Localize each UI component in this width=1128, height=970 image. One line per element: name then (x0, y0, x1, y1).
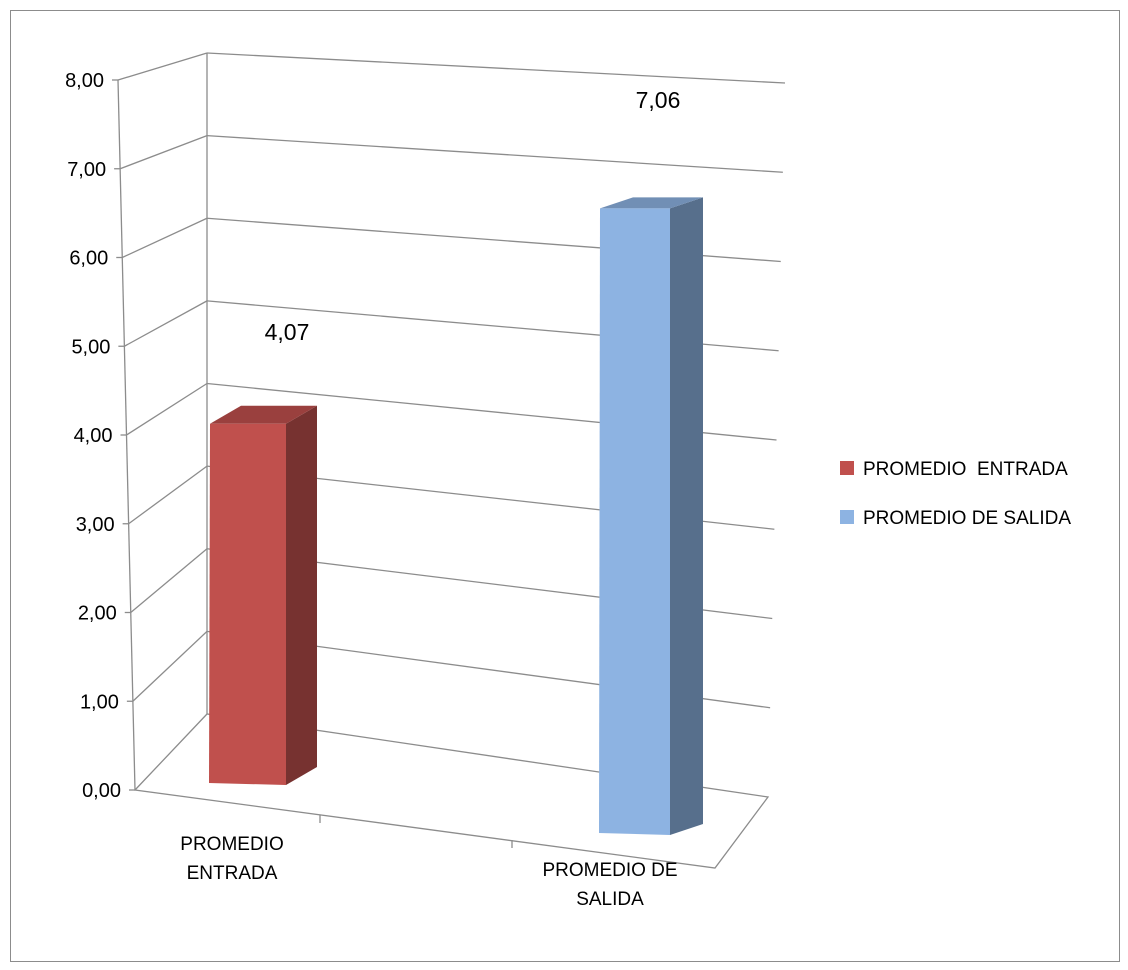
x-axis-category-labels: PROMEDIO ENTRADA PROMEDIO DE SALIDA (180, 834, 677, 910)
legend-label: PROMEDIO ENTRADA (863, 459, 1068, 480)
gridline-left-wall (126, 382, 208, 436)
gridline-left-wall (128, 465, 208, 525)
y-axis-line (117, 79, 136, 791)
gridline-left-wall (117, 52, 208, 81)
gridline-back-wall (206, 134, 783, 173)
y-axis-tick-label: 2,00 (78, 603, 117, 625)
y-axis-tick-label: 1,00 (80, 691, 119, 713)
legend-swatch (840, 510, 854, 524)
bar-side (286, 405, 317, 785)
bar-promedio-entrada (209, 405, 317, 785)
y-axis-tick-label: 8,00 (65, 70, 104, 92)
legend-label: PROMEDIO DE SALIDA (863, 508, 1071, 529)
gridline-left-wall (124, 300, 208, 347)
y-axis-tick-label: 4,00 (74, 425, 113, 447)
bar-front (599, 208, 670, 836)
y-axis-tick-labels: 0,00 1,00 2,00 3,00 4,00 5,00 6,00 7,00 8,00 (65, 70, 121, 802)
gridline-left-wall (132, 630, 208, 702)
y-axis-tick-label: 7,00 (67, 159, 106, 181)
bars (209, 197, 703, 836)
chart-area (10, 10, 1120, 962)
bar-top (210, 405, 317, 424)
bar-promedio-de-salida (599, 197, 703, 836)
y-axis-tick-label: 3,00 (76, 514, 115, 536)
gridline-left-wall (130, 548, 208, 613)
data-labels: 4,07 7,06 (265, 87, 681, 345)
gridline-left-wall (119, 135, 208, 170)
category-label: PROMEDIO DE (542, 860, 677, 881)
y-axis-tick-label: 6,00 (69, 248, 108, 270)
category-label: PROMEDIO (180, 834, 283, 855)
data-label: 7,06 (636, 87, 681, 113)
legend-swatch (840, 461, 854, 475)
y-axis-tick-label: 0,00 (82, 780, 121, 802)
category-label: ENTRADA (187, 863, 278, 884)
y-axis-tick-label: 5,00 (71, 336, 110, 358)
axes (112, 53, 770, 869)
gridline-left-wall (121, 217, 208, 259)
category-label: SALIDA (576, 889, 644, 910)
data-label: 4,07 (265, 319, 310, 345)
bar-side (670, 197, 703, 836)
floor (133, 713, 770, 869)
legend: PROMEDIO ENTRADA PROMEDIO DE SALIDA (840, 459, 1071, 529)
gridline-back-wall (206, 52, 786, 84)
bar-front (209, 423, 286, 785)
bar-top (600, 197, 703, 209)
